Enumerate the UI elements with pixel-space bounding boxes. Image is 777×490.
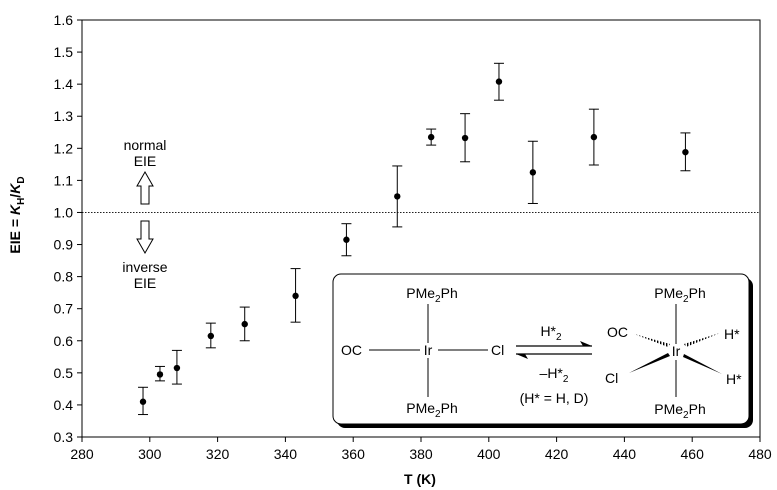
data-point-group [588,108,599,166]
normal-label-line1: normal [124,137,167,153]
data-point [173,364,181,372]
hashed-wedge-h [684,333,720,347]
reverse-reagent: –H*2 [540,365,569,385]
data-point-group [341,223,352,257]
reaction-scheme: PMe2Ph OC Ir Cl PMe2Ph H*2 –H*2 (H* = H,… [332,273,753,428]
data-point-group [205,322,216,349]
y-tick-label: 1.5 [54,44,74,60]
right-oc: OC [607,324,628,340]
data-point [343,236,350,243]
y-tick-label: 0.7 [54,301,74,317]
right-h2: H* [726,371,742,387]
y-axis-title: EIE = KH/KD [7,176,27,253]
left-bottom-ligand: PMe2Ph [406,400,457,420]
isotope-note: (H* = H, D) [520,390,589,406]
data-point-group [154,365,165,382]
right-bottom-ligand: PMe2Ph [654,401,705,421]
data-point [461,134,469,142]
data-point-group [171,349,182,385]
x-tick-label: 300 [138,446,162,462]
y-tick-label: 1.2 [54,140,74,156]
x-tick-label: 480 [748,446,772,462]
right-top-ligand: PMe2Ph [654,285,705,305]
data-point-group [239,306,250,342]
right-h1: H* [724,326,740,342]
data-point-group [493,62,504,101]
data-point-group [527,140,538,204]
data-point-group [426,128,437,146]
normal-label-line2: EIE [134,153,157,169]
data-point [139,398,147,405]
data-point [495,78,503,85]
y-tick-label: 1.3 [54,108,74,124]
forward-reagent: H*2 [540,323,562,343]
y-tick-label: 0.6 [54,333,74,349]
data-point-group [460,113,471,163]
x-tick-label: 440 [613,446,637,462]
data-point [529,169,537,176]
data-point-group [392,165,403,228]
data-point [590,133,598,141]
data-point [292,292,299,300]
down-arrow-icon [136,220,154,255]
data-point-group [138,386,149,416]
y-tick-label: 0.5 [54,365,74,381]
x-axis-title: T (K) [404,471,436,487]
y-tick-label: 1.6 [54,12,74,28]
data-point-group [290,268,301,323]
x-tick-label: 280 [70,446,94,462]
data-point-group [680,132,691,172]
hashed-wedge-oc [634,334,670,347]
data-point [427,133,435,141]
y-tick-label: 0.3 [54,429,74,445]
y-tick-label: 1.4 [54,76,74,92]
right-metal: Ir [672,343,681,359]
x-tick-label: 400 [477,446,501,462]
left-oc: OC [341,342,362,358]
y-tick-label: 1.0 [54,204,74,220]
y-tick-label: 0.4 [54,397,74,413]
y-tick-label: 1.1 [54,172,74,188]
eie-annotations: normal EIE inverse EIE [122,137,167,291]
tick-labels: 280 300 320 340 360 380 400 420 440 460 480 0.3 0.4 0… [54,12,772,462]
x-tick-label: 360 [342,446,366,462]
right-cl: Cl [605,370,618,386]
inverse-label-line1: inverse [122,259,167,275]
left-metal: Ir [424,342,433,358]
left-top-ligand: PMe2Ph [406,285,457,305]
data-point [241,320,248,328]
data-point [207,332,215,340]
data-points [138,62,691,416]
left-cl: Cl [491,342,504,358]
solid-wedge-h [683,354,722,374]
up-arrow-icon [136,170,154,205]
x-tick-label: 420 [545,446,569,462]
y-tick-label: 0.8 [54,269,74,285]
x-tick-label: 460 [681,446,705,462]
inverse-label-line2: EIE [134,275,157,291]
data-point [394,193,401,200]
x-tick-label: 340 [274,446,298,462]
data-point [156,371,164,378]
data-point [682,148,689,156]
x-tick-label: 320 [206,446,230,462]
solid-wedge-cl [629,353,670,373]
y-tick-label: 0.9 [54,237,74,253]
scheme-box [332,273,750,425]
x-tick-label: 380 [409,446,433,462]
